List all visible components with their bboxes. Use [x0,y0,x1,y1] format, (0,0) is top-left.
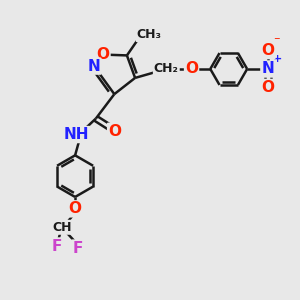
Text: F: F [52,238,62,253]
Text: CH₂: CH₂ [154,62,179,76]
Text: N: N [262,61,274,76]
Text: CH: CH [52,221,71,234]
Text: ⁻: ⁻ [273,35,280,48]
Text: O: O [69,201,82,216]
Text: CH₃: CH₃ [137,28,162,41]
Text: +: + [273,54,283,64]
Text: O: O [108,124,121,139]
Text: O: O [262,43,275,58]
Text: O: O [97,47,110,62]
Text: NH: NH [64,127,89,142]
Text: O: O [185,61,198,76]
Text: N: N [88,58,100,74]
Text: O: O [262,80,275,95]
Text: F: F [72,241,83,256]
